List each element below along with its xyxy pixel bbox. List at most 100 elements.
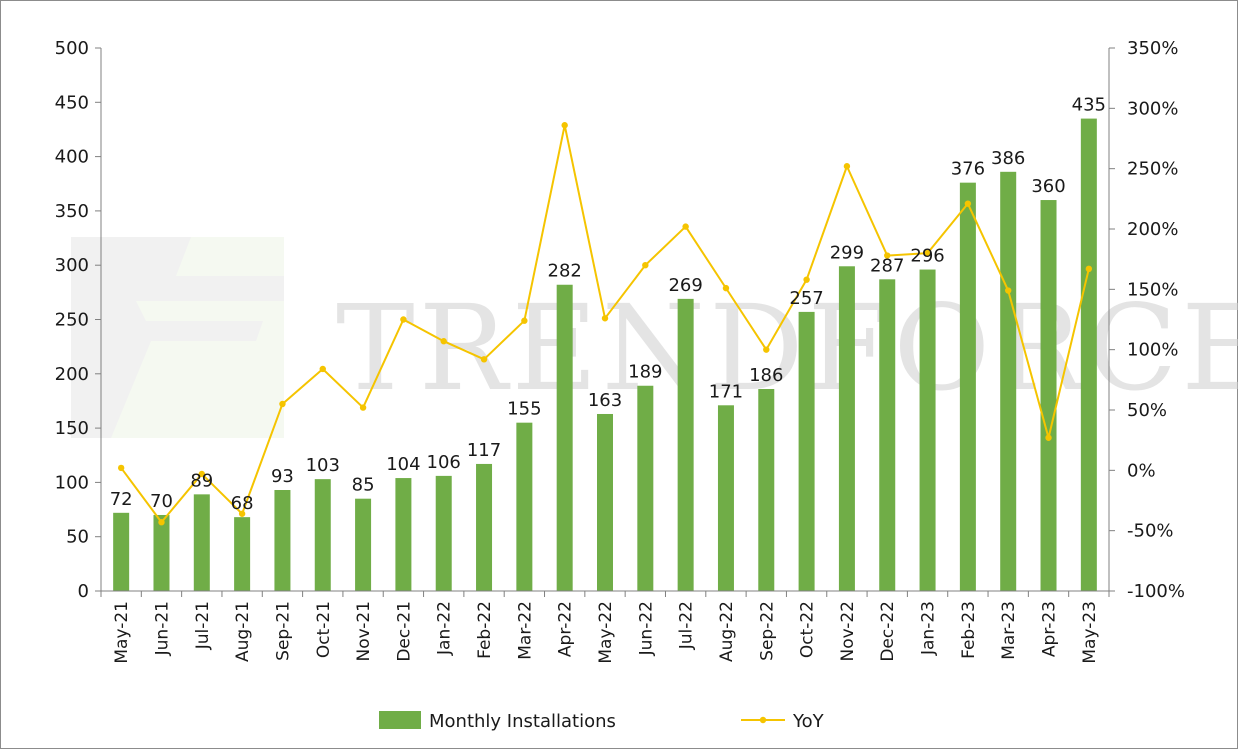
x-tick-label: Jun-21 xyxy=(152,601,172,656)
bar-data-label: 93 xyxy=(271,466,294,487)
x-tick-label: Jul-21 xyxy=(193,601,213,650)
legend-swatch-monthly-installations xyxy=(379,711,421,729)
x-tick-label: Feb-23 xyxy=(959,601,979,659)
bar-monthly-installations xyxy=(435,475,452,591)
bar-data-label: 103 xyxy=(306,455,340,476)
bar-data-label: 106 xyxy=(427,452,461,473)
legend-label-yoy: YoY xyxy=(792,711,825,732)
x-tick-label: Apr-23 xyxy=(1040,601,1060,657)
bar-monthly-installations xyxy=(193,494,210,591)
y-right-tick-label: 100% xyxy=(1127,340,1178,361)
y-left-tick-label: 350 xyxy=(55,201,89,222)
bar-data-label: 435 xyxy=(1072,95,1106,116)
yoy-point xyxy=(279,400,286,408)
bar-monthly-installations xyxy=(234,517,251,591)
yoy-point xyxy=(763,346,770,353)
bar-monthly-installations xyxy=(919,269,936,591)
bar-data-label: 171 xyxy=(709,381,743,402)
x-tick-label: Jun-22 xyxy=(636,601,656,656)
x-tick-label: Jul-22 xyxy=(677,601,697,650)
y-right-tick-label: 0% xyxy=(1127,460,1156,481)
x-tick-label: Jan-23 xyxy=(919,601,939,656)
y-right-tick-label: 350% xyxy=(1127,38,1178,59)
bar-data-label: 360 xyxy=(1031,176,1065,197)
y-left-tick-label: 300 xyxy=(55,255,89,276)
yoy-point xyxy=(682,223,689,230)
y-right-tick-label: 250% xyxy=(1127,159,1178,180)
yoy-point xyxy=(319,365,326,373)
bar-monthly-installations xyxy=(1040,200,1057,592)
yoy-point xyxy=(521,317,528,324)
yoy-point xyxy=(238,510,246,517)
bar-monthly-installations xyxy=(597,413,613,591)
yoy-point xyxy=(158,519,165,526)
x-tick-label: Oct-22 xyxy=(798,601,818,658)
bar-data-label: 89 xyxy=(190,470,213,491)
bar-monthly-installations xyxy=(758,389,775,591)
bar-monthly-installations xyxy=(838,266,855,591)
yoy-point xyxy=(964,200,972,207)
bar-monthly-installations xyxy=(959,182,976,591)
y-left-tick-label: 50 xyxy=(66,527,89,548)
x-tick-label: Jan-22 xyxy=(435,601,455,656)
yoy-point xyxy=(803,276,810,283)
bar-data-label: 376 xyxy=(951,159,985,180)
bar-monthly-installations xyxy=(314,479,331,591)
bar-data-label: 85 xyxy=(352,475,375,496)
watermark-logo-f xyxy=(111,301,284,438)
x-tick-label: Nov-22 xyxy=(838,601,858,662)
x-tick-label: May-22 xyxy=(596,601,616,664)
yoy-point xyxy=(117,464,125,472)
x-tick-label: Apr-22 xyxy=(556,601,576,657)
bar-monthly-installations xyxy=(516,422,533,591)
y-left-tick-label: 100 xyxy=(55,472,89,493)
x-tick-label: Sep-22 xyxy=(757,601,777,661)
bar-data-label: 72 xyxy=(110,489,133,510)
yoy-point xyxy=(843,163,851,170)
bar-data-label: 163 xyxy=(588,390,622,411)
bar-data-label: 296 xyxy=(910,246,944,267)
y-right-tick-label: -100% xyxy=(1127,581,1185,602)
bar-data-label: 117 xyxy=(467,440,501,461)
bar-monthly-installations xyxy=(395,478,412,591)
bar-data-label: 386 xyxy=(991,148,1025,169)
bar-data-label: 257 xyxy=(789,288,823,309)
yoy-point xyxy=(561,122,568,129)
x-tick-label: Dec-22 xyxy=(878,601,898,662)
x-tick-label: Aug-22 xyxy=(717,601,737,662)
y-left-tick-label: 150 xyxy=(55,418,89,439)
bar-monthly-installations xyxy=(717,405,734,591)
yoy-point xyxy=(400,316,407,323)
bar-data-label: 155 xyxy=(507,399,541,420)
yoy-point xyxy=(480,356,488,363)
yoy-point xyxy=(924,249,931,257)
bar-data-label: 269 xyxy=(668,275,702,296)
yoy-point xyxy=(198,470,205,478)
x-tick-label: Dec-21 xyxy=(394,601,414,662)
y-right-tick-label: 200% xyxy=(1127,219,1178,240)
bar-monthly-installations xyxy=(1000,171,1017,591)
yoy-point xyxy=(601,315,609,322)
y-left-tick-label: 250 xyxy=(55,310,89,331)
bar-data-label: 186 xyxy=(749,365,783,386)
bar-data-label: 68 xyxy=(231,493,254,514)
y-left-tick-label: 400 xyxy=(55,147,89,168)
bar-data-label: 299 xyxy=(830,242,864,263)
y-right-tick-label: 150% xyxy=(1127,279,1178,300)
yoy-point xyxy=(1045,434,1052,441)
bar-monthly-installations xyxy=(153,514,170,591)
x-tick-label: Feb-22 xyxy=(475,601,495,659)
y-right-tick-label: 300% xyxy=(1127,98,1178,119)
bar-monthly-installations xyxy=(556,284,573,591)
bar-monthly-installations xyxy=(355,498,372,591)
x-tick-label: May-23 xyxy=(1080,601,1100,664)
bar-data-label: 70 xyxy=(150,491,173,512)
bar-monthly-installations xyxy=(476,463,493,591)
bar-data-label: 189 xyxy=(628,362,662,383)
bar-monthly-installations xyxy=(798,311,815,591)
x-tick-label: Oct-21 xyxy=(314,601,334,658)
y-left-tick-label: 0 xyxy=(78,581,89,602)
trendforce-watermark: TRENDFORCE xyxy=(71,237,1238,438)
